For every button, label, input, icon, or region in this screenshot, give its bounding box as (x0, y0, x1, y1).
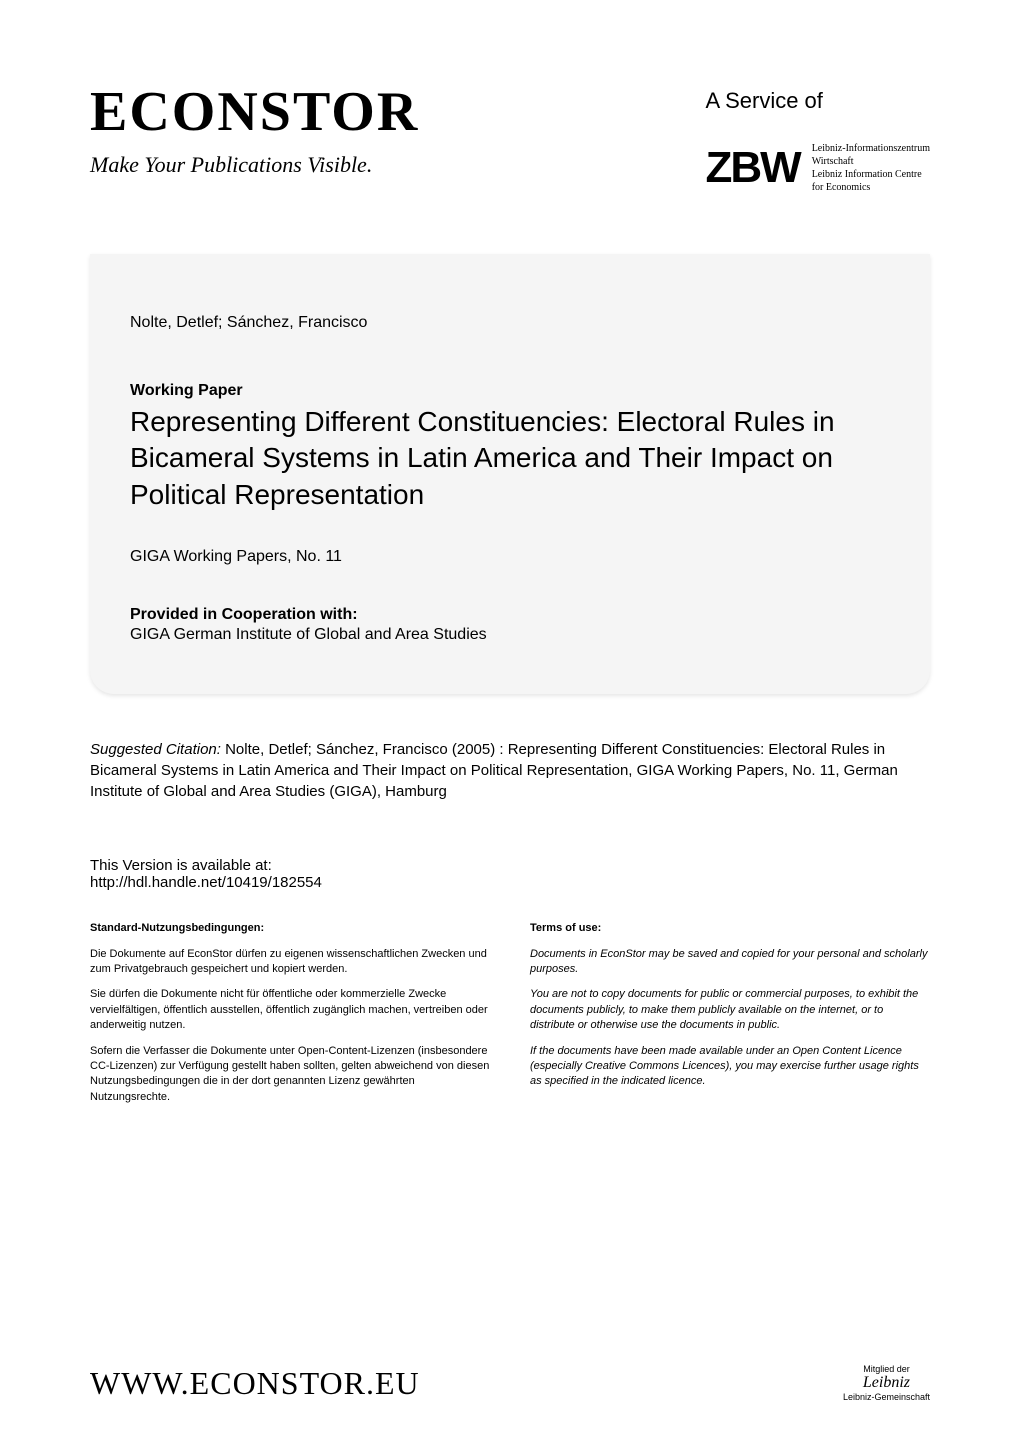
authors: Nolte, Detlef; Sánchez, Francisco (130, 314, 890, 332)
series-info: GIGA Working Papers, No. 11 (130, 548, 890, 566)
leibniz-signature: Leibniz (863, 1374, 910, 1392)
zbw-line3: Leibniz Information Centre (812, 168, 930, 181)
tagline: Make Your Publications Visible. (90, 152, 419, 178)
terms-en-heading: Terms of use: (530, 921, 930, 936)
terms-de-heading: Standard-Nutzungsbedingungen: (90, 921, 490, 936)
econstor-logo: ECONSTOR (90, 80, 419, 144)
citation-section: Suggested Citation: Nolte, Detlef; Sánch… (90, 739, 930, 891)
terms-de-p1: Die Dokumente auf EconStor dürfen zu eig… (90, 947, 490, 978)
cooperation-label: Provided in Cooperation with: (130, 606, 890, 624)
zbw-line1: Leibniz-Informationszentrum (812, 142, 930, 155)
terms-section: Standard-Nutzungsbedingungen: Die Dokume… (90, 921, 930, 1115)
footer: WWW.ECONSTOR.EU Mitglied der Leibniz Lei… (90, 1364, 930, 1402)
header-right: A Service of ZBW Leibniz-Informationszen… (706, 80, 930, 194)
terms-de-p2: Sie dürfen die Dokumente nicht für öffen… (90, 987, 490, 1033)
terms-english: Terms of use: Documents in EconStor may … (530, 921, 930, 1115)
metadata-card: Nolte, Detlef; Sánchez, Francisco Workin… (90, 254, 930, 694)
terms-de-p3: Sofern die Verfasser die Dokumente unter… (90, 1044, 490, 1106)
footer-url[interactable]: WWW.ECONSTOR.EU (90, 1365, 420, 1402)
citation-label: Suggested Citation: (90, 741, 225, 758)
terms-en-p1: Documents in EconStor may be saved and c… (530, 947, 930, 978)
version-block: This Version is available at: http://hdl… (90, 857, 930, 891)
terms-en-p2: You are not to copy documents for public… (530, 987, 930, 1033)
service-of-label: A Service of (706, 88, 823, 114)
cooperation-value: GIGA German Institute of Global and Area… (130, 626, 890, 644)
version-url[interactable]: http://hdl.handle.net/10419/182554 (90, 874, 930, 891)
zbw-line2: Wirtschaft (812, 155, 930, 168)
zbw-line4: for Economics (812, 181, 930, 194)
version-label: This Version is available at: (90, 857, 930, 874)
zbw-block: ZBW Leibniz-Informationszentrum Wirtscha… (706, 142, 930, 194)
leibniz-logo: Mitglied der Leibniz Leibniz-Gemeinschaf… (843, 1364, 930, 1402)
header: ECONSTOR Make Your Publications Visible.… (0, 0, 1020, 224)
zbw-logo: ZBW (706, 143, 800, 193)
logo-block: ECONSTOR Make Your Publications Visible. (90, 80, 419, 178)
terms-german: Standard-Nutzungsbedingungen: Die Dokume… (90, 921, 490, 1115)
terms-en-p3: If the documents have been made availabl… (530, 1044, 930, 1090)
leibniz-bottom-text: Leibniz-Gemeinschaft (843, 1392, 930, 1402)
document-title: Representing Different Constituencies: E… (130, 404, 890, 513)
leibniz-top-text: Mitglied der (863, 1364, 910, 1374)
suggested-citation: Suggested Citation: Nolte, Detlef; Sánch… (90, 739, 930, 802)
document-type: Working Paper (130, 382, 890, 400)
zbw-description: Leibniz-Informationszentrum Wirtschaft L… (812, 142, 930, 194)
